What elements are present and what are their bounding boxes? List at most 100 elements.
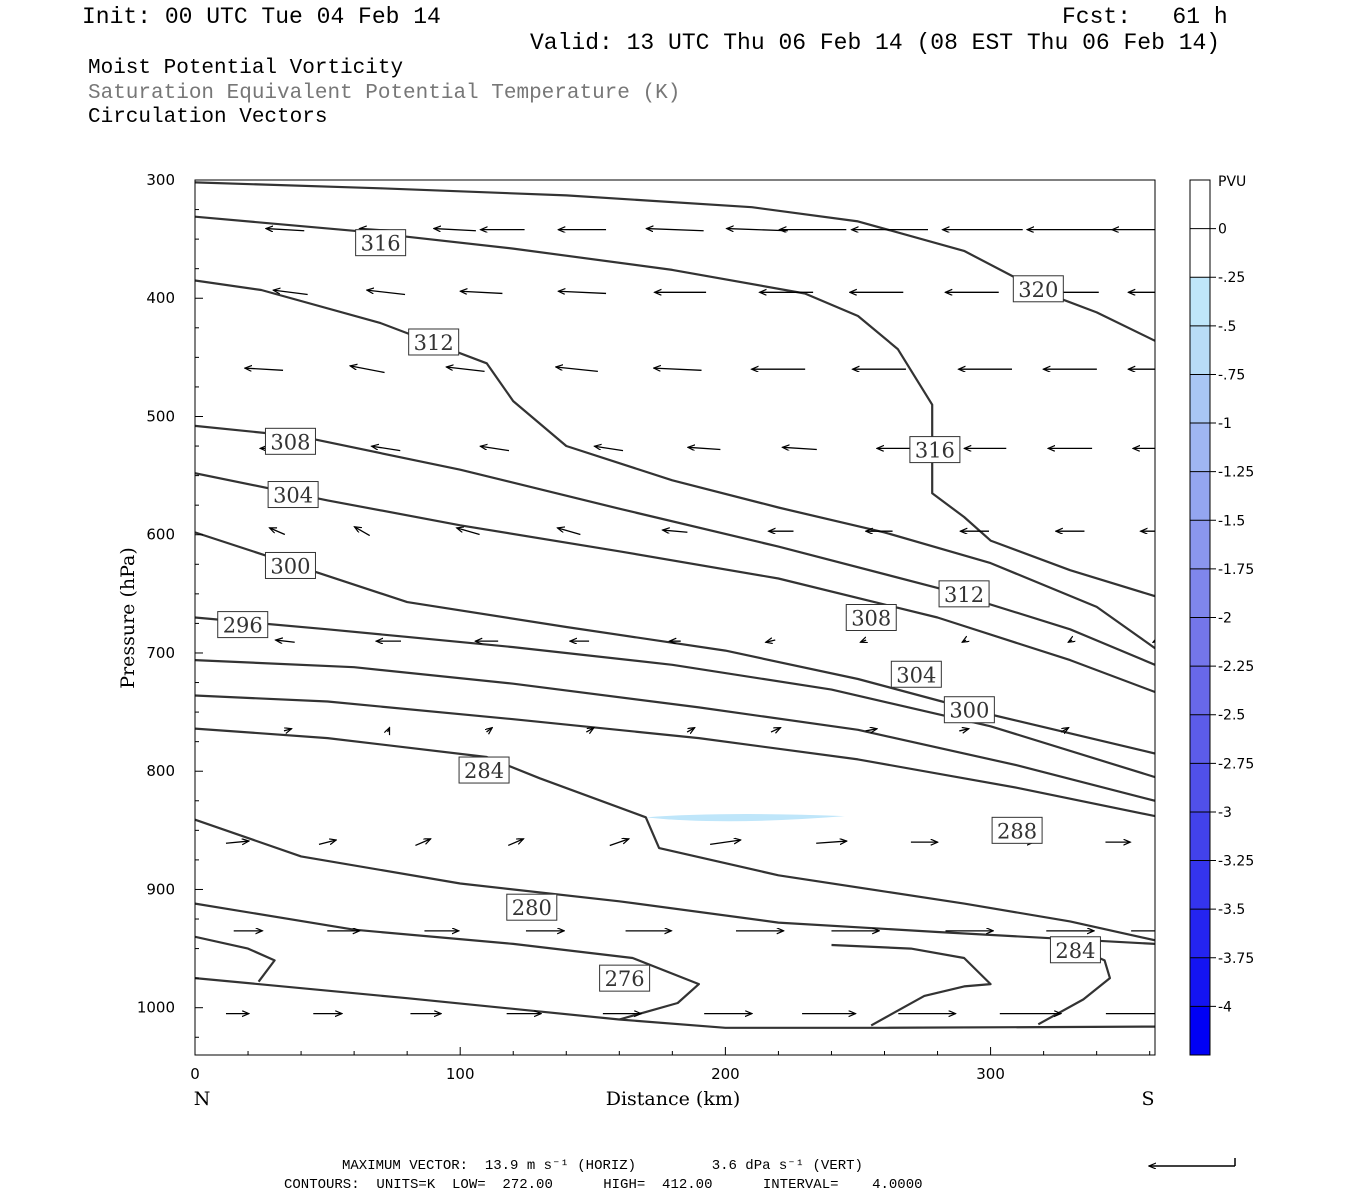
circulation-vector	[609, 839, 629, 847]
circulation-vector	[860, 640, 866, 642]
theta-es-contour	[195, 935, 276, 983]
colorbar-swatch	[1190, 374, 1210, 424]
circulation-vector	[225, 841, 249, 843]
theta-es-contour	[195, 181, 1155, 342]
contour-label: 300	[270, 554, 310, 578]
x-tick-label: 300	[976, 1065, 1005, 1083]
y-tick-label: 600	[146, 526, 175, 544]
title-theta-es: Saturation Equivalent Potential Temperat…	[88, 82, 681, 105]
circulation-vector	[710, 840, 741, 846]
colorbar-swatch	[1190, 180, 1210, 229]
colorbar-swatch	[1190, 714, 1210, 764]
circulation-vector	[457, 528, 480, 536]
contour-label-box	[938, 580, 990, 608]
contour-label: 312	[944, 583, 984, 607]
contour-label-box	[943, 696, 995, 724]
theta-es-contour	[195, 616, 1155, 779]
contour-label: 276	[605, 967, 645, 991]
circulation-vector	[318, 840, 336, 844]
circulation-vector	[782, 447, 817, 449]
valid-time: Valid: 13 UTC Thu 06 Feb 14 (08 EST Thu …	[530, 30, 1221, 56]
theta-es-contour	[195, 818, 1155, 945]
colorbar-label: -3	[1218, 805, 1232, 821]
x-tick-label: 100	[446, 1065, 475, 1083]
colorbar-swatch	[1190, 520, 1210, 569]
contour-label-box	[890, 660, 942, 688]
circulation-vector	[460, 291, 503, 293]
colorbar-label: -1.5	[1218, 513, 1245, 529]
circulation-vector	[557, 528, 581, 536]
colorbar-label: -3.25	[1218, 854, 1254, 870]
colorbar-label: -1.25	[1218, 465, 1254, 481]
y-tick-label: 900	[146, 880, 175, 898]
theta-es-contour	[195, 694, 1155, 818]
reference-vector	[1149, 1158, 1236, 1166]
contour-label-box	[1049, 936, 1101, 964]
circulation-vector	[266, 229, 305, 231]
theta-es-contour	[195, 977, 1155, 1029]
circulation-vector	[686, 728, 695, 732]
colorbar-label: -2.75	[1218, 756, 1254, 772]
circulation-vector	[766, 640, 776, 642]
colorbar-swatch	[1190, 811, 1210, 861]
contour-label-box	[458, 756, 510, 784]
circulation-vector	[865, 729, 877, 731]
colorbar-swatch	[1190, 325, 1210, 375]
mpv-region	[645, 814, 845, 822]
contour-label: 288	[997, 819, 1037, 843]
contour-label: 280	[512, 896, 552, 920]
contour-label-box	[599, 964, 651, 992]
colorbar-label: -1.75	[1218, 562, 1254, 578]
circulation-vector	[480, 446, 510, 452]
x-axis-title: Distance (km)	[606, 1088, 741, 1110]
circulation-vector	[594, 446, 624, 452]
x-tick-label: 200	[711, 1065, 740, 1083]
theta-es-contour	[195, 215, 1155, 598]
colorbar-label: -1	[1218, 416, 1232, 432]
colorbar-title: PVU	[1218, 174, 1246, 190]
contour-label-box	[355, 229, 407, 257]
circulation-vector	[270, 528, 286, 536]
contour-label: 308	[270, 430, 310, 454]
contour-label-box	[264, 427, 316, 455]
circulation-vector	[556, 367, 598, 373]
circulation-vector	[350, 366, 385, 374]
theta-es-contour	[195, 279, 1155, 650]
theta-es-contour	[831, 943, 992, 1027]
contour-label: 284	[1055, 939, 1095, 963]
colorbar-swatch	[1190, 860, 1210, 910]
colorbar-swatch	[1190, 228, 1210, 278]
colorbar-swatch	[1190, 1006, 1210, 1055]
circulation-vector	[283, 729, 292, 731]
circulation-vector	[1153, 640, 1155, 642]
circulation-vector	[372, 446, 401, 452]
contour-label-box	[217, 611, 269, 639]
circulation-vector	[245, 368, 284, 370]
contour-label: 308	[851, 607, 891, 631]
title-vectors: Circulation Vectors	[88, 106, 328, 129]
circulation-vector	[816, 841, 847, 843]
colorbar-swatch	[1190, 909, 1210, 958]
colorbar-label: -2.5	[1218, 708, 1245, 724]
plot-frame	[194, 179, 1156, 1056]
x-tick-label: 0	[190, 1065, 200, 1083]
colorbar-swatch	[1190, 617, 1210, 667]
theta-es-contour	[195, 727, 1155, 942]
x-end-label-left: N	[194, 1088, 211, 1110]
colorbar-label: -3.75	[1218, 951, 1254, 967]
colorbar-label: 0	[1218, 222, 1227, 238]
contour-label-box	[845, 604, 897, 631]
circulation-vector	[367, 290, 406, 296]
init-time: Init: 00 UTC Tue 04 Feb 14	[82, 4, 441, 30]
x-end-label-right: S	[1141, 1088, 1154, 1110]
circulation-vector	[354, 527, 371, 537]
contour-label: 296	[223, 614, 263, 638]
contour-label-box	[264, 551, 316, 579]
circulation-vector	[415, 839, 430, 847]
contour-label: 300	[949, 699, 989, 723]
contour-label-box	[1012, 275, 1064, 303]
circulation-vector	[585, 728, 594, 732]
theta-es-contour	[195, 531, 1155, 755]
circulation-vector	[276, 640, 295, 642]
